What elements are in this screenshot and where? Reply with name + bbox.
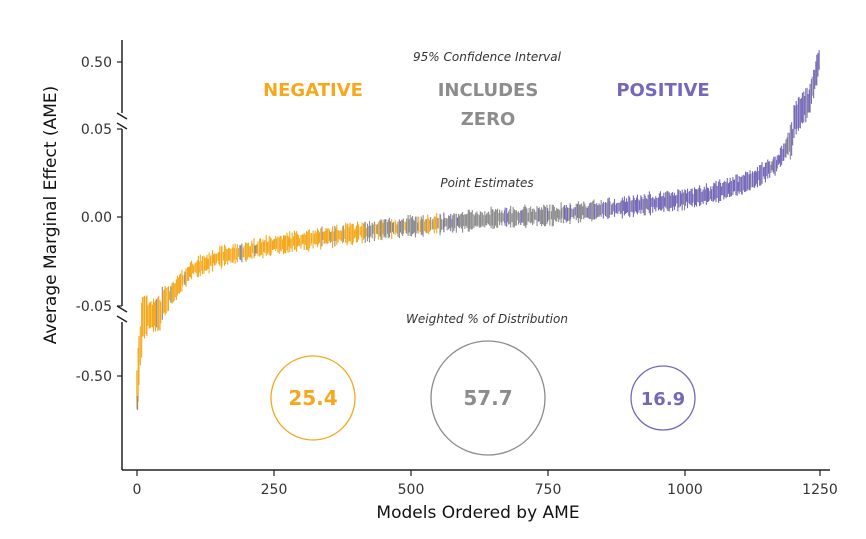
includes-zero-share-value: 57.7	[463, 386, 512, 410]
y-tick-label-mid-top: 0.05	[81, 122, 112, 138]
x-ticks: 0 250 500 750 1000 1250	[133, 470, 838, 498]
x-tick-label: 750	[535, 482, 562, 498]
positive-share-circle	[630, 365, 696, 431]
includes-zero-share-circle	[430, 340, 546, 456]
y-tick-label-lower: -0.50	[76, 369, 112, 385]
x-axis-title: Models Ordered by AME	[376, 503, 579, 523]
point-estimates-title: Point Estimates	[440, 176, 533, 190]
positive-label: POSITIVE	[616, 80, 709, 101]
negative-label: NEGATIVE	[263, 80, 363, 101]
y-tick-label-upper: 0.50	[81, 55, 112, 71]
positive-share-value: 16.9	[641, 389, 685, 410]
ci-title: 95% Confidence Interval	[413, 50, 562, 64]
y-tick-label-mid-bottom: -0.05	[76, 299, 112, 315]
x-tick-label: 1250	[802, 482, 838, 498]
x-tick-label: 1000	[667, 482, 703, 498]
axis-break-upper	[116, 112, 128, 130]
distribution-title: Weighted % of Distribution	[406, 312, 568, 326]
point-estimate-segments	[136, 50, 820, 410]
y-tick-label-mid-zero: 0.00	[81, 210, 112, 226]
y-axis	[116, 40, 128, 470]
x-tick-label: 500	[398, 482, 425, 498]
axis-break-lower	[116, 305, 128, 323]
y-axis-title: Average Marginal Effect (AME)	[41, 86, 61, 344]
x-tick-label: 0	[133, 482, 142, 498]
includes-zero-label-line2: ZERO	[461, 109, 516, 130]
negative-share-circle	[270, 355, 356, 441]
includes-zero-label-line1: INCLUDES	[438, 80, 539, 101]
negative-share-value: 25.4	[288, 386, 337, 410]
x-tick-label: 250	[261, 482, 288, 498]
y-ticks: 0.50 0.05 0.00 -0.05 -0.50	[76, 55, 122, 385]
